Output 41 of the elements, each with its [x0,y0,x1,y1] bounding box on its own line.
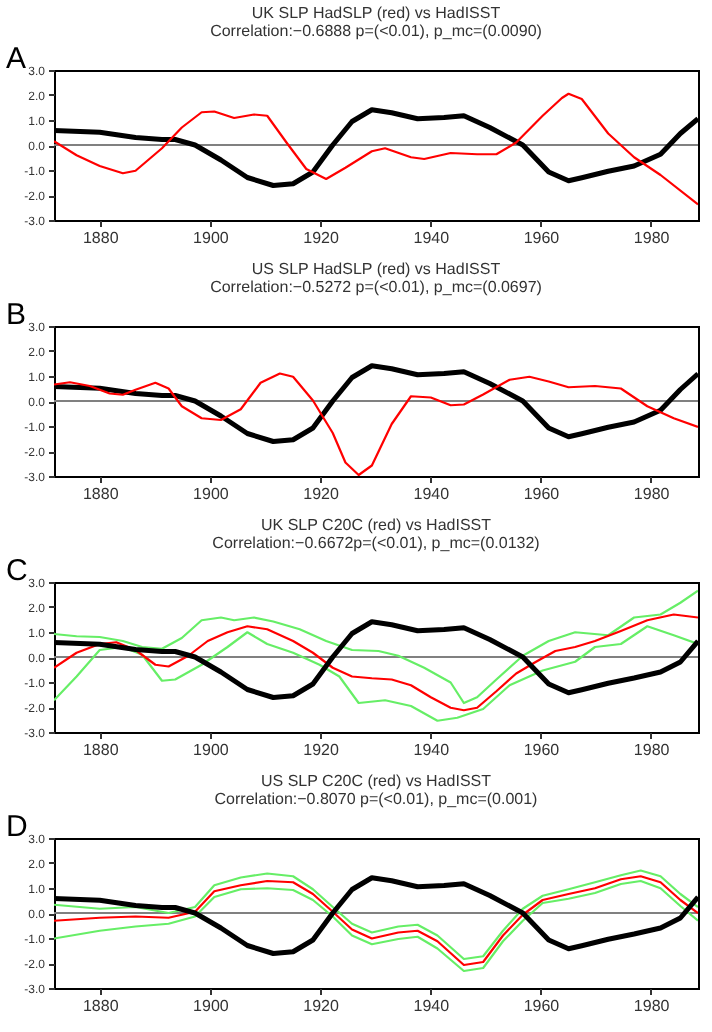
line-series [54,589,698,705]
x-tick-label: 1920 [303,485,340,503]
x-tick-label: 1940 [413,741,451,759]
chart-title: US SLP C20C (red) vs HadISST [260,772,492,790]
text: D [6,810,28,844]
x-tick-label: 1940 [413,229,451,247]
x-tick-label: 1900 [193,229,230,247]
line-series [54,92,698,206]
x-tick-label: 1900 [193,485,230,503]
x-tick-label: 1880 [82,997,120,1015]
x-tick-label: 1960 [523,485,561,503]
x-tick-label: 1920 [303,741,340,759]
x-tick-label: 1980 [633,485,671,503]
chart-subtitle: Correlation:−0.5272 p=(<0.01), p_mc=(0.0697) [210,278,543,296]
chart-subtitle: Correlation:−0.6672p=(<0.01), p_mc=(0.0132) [212,534,541,552]
x-tick-label: 1980 [633,997,671,1015]
chart-title: US SLP HadSLP (red) vs HadISST [251,260,501,278]
x-tick-label: 1960 [523,997,561,1015]
x-tick-label: 1880 [82,485,120,503]
line-series [54,625,698,722]
text: A [6,42,27,76]
x-tick-label: 1920 [303,229,340,247]
chart-title: UK SLP HadSLP (red) vs HadISST [251,4,501,22]
x-tick-label: 1940 [413,485,451,503]
x-tick-label: 1880 [82,741,120,759]
chart-subtitle: Correlation:−0.6888 p=(<0.01), p_mc=(0.0090) [210,22,543,40]
text: C [6,554,28,588]
text: B [6,298,27,332]
chart-subtitle: Correlation:−0.8070 p=(<0.01), p_mc=(0.001) [214,790,539,808]
x-tick-label: 1900 [193,741,230,759]
x-tick-label: 1980 [633,229,671,247]
line-series [54,613,698,712]
x-tick-label: 1920 [303,997,340,1015]
x-tick-label: 1880 [82,229,120,247]
x-tick-label: 1940 [413,997,451,1015]
chart-title: UK SLP C20C (red) vs HadISST [260,516,492,534]
x-tick-label: 1980 [633,741,671,759]
line-series [54,372,698,476]
x-tick-label: 1960 [523,741,561,759]
x-tick-label: 1960 [523,229,561,247]
x-tick-label: 1900 [193,997,230,1015]
